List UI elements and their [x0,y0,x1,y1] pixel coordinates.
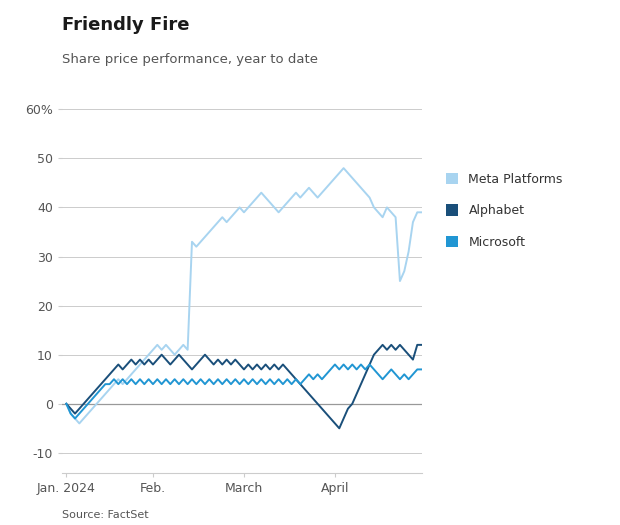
Text: Friendly Fire: Friendly Fire [62,16,190,34]
Text: Share price performance, year to date: Share price performance, year to date [62,52,318,66]
Legend: Meta Platforms, Alphabet, Microsoft: Meta Platforms, Alphabet, Microsoft [442,169,567,253]
Text: Source: FactSet: Source: FactSet [62,510,149,520]
